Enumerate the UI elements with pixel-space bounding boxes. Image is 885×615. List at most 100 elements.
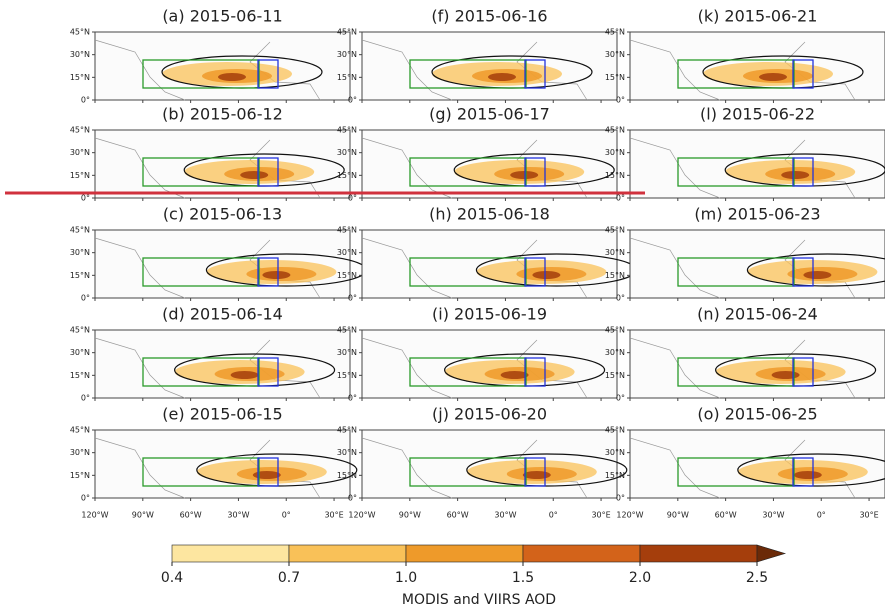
- colorbar-tick-label: 2.0: [629, 570, 651, 586]
- lat-tick-label: 0°: [616, 96, 625, 105]
- panel-title: (a) 2015-06-11: [162, 7, 282, 26]
- panel-title: (c) 2015-06-13: [163, 205, 282, 224]
- region-box-blue: [524, 357, 546, 387]
- lon-tick-label: 0°: [549, 511, 558, 520]
- dust-plume: [759, 73, 787, 81]
- region-box-green: [677, 157, 795, 187]
- lat-tick-label: 15°N: [605, 171, 625, 180]
- lat-tick-label: 15°N: [70, 371, 90, 380]
- coastline: [361, 437, 453, 499]
- lat-tick-label: 15°N: [70, 73, 90, 82]
- lon-tick-label: 30°E: [591, 511, 610, 520]
- region-box-green: [142, 357, 260, 387]
- coastline: [629, 237, 721, 299]
- lon-tick-label: 30°W: [227, 511, 249, 520]
- colorbar-tick-label: 0.7: [278, 570, 300, 586]
- dust-plume: [771, 371, 800, 379]
- region-box-blue: [792, 257, 814, 287]
- lon-tick-label: 30°E: [324, 511, 343, 520]
- lon-tick-label: 120°W: [616, 511, 643, 520]
- region-box-green: [409, 157, 527, 187]
- lon-tick-label: 60°W: [180, 511, 202, 520]
- colorbar-tick-label: 1.5: [512, 570, 534, 586]
- colorbar-segment: [405, 544, 524, 563]
- lat-tick-label: 45°N: [70, 226, 90, 235]
- colorbar-tick-label: 2.5: [746, 570, 768, 586]
- dust-plume: [522, 471, 551, 479]
- lat-tick-label: 15°N: [337, 471, 357, 480]
- coastline: [361, 39, 453, 101]
- lat-tick-label: 15°N: [70, 271, 90, 280]
- lat-tick-label: 0°: [348, 96, 357, 105]
- lat-tick-label: 15°N: [337, 73, 357, 82]
- region-box-blue: [792, 457, 814, 487]
- coastline: [361, 237, 453, 299]
- lat-tick-label: 45°N: [70, 426, 90, 435]
- region-box-blue: [257, 257, 279, 287]
- coastline: [94, 237, 186, 299]
- dust-plume: [532, 271, 561, 279]
- panel-title: (m) 2015-06-23: [694, 205, 820, 224]
- lat-tick-label: 15°N: [337, 271, 357, 280]
- region-box-blue: [524, 59, 546, 89]
- lat-tick-label: 0°: [616, 194, 625, 203]
- lat-tick-label: 30°N: [337, 248, 357, 257]
- lon-tick-label: 60°W: [447, 511, 469, 520]
- lat-tick-label: 45°N: [70, 126, 90, 135]
- lat-tick-label: 30°N: [605, 448, 625, 457]
- coastline: [629, 39, 721, 101]
- coastline: [94, 437, 186, 499]
- lon-tick-label: 60°W: [715, 511, 737, 520]
- lat-tick-label: 0°: [348, 194, 357, 203]
- region-box-green: [677, 357, 795, 387]
- lon-tick-label: 30°E: [859, 511, 878, 520]
- colorbar-extension: [756, 544, 787, 563]
- colorbar-tick-label: 0.4: [161, 570, 183, 586]
- lat-tick-label: 45°N: [337, 226, 357, 235]
- panel-title: (d) 2015-06-14: [162, 305, 283, 324]
- panel-title: (e) 2015-06-15: [162, 405, 282, 424]
- dust-plume: [262, 271, 291, 279]
- lat-tick-label: 45°N: [337, 426, 357, 435]
- region-box-blue: [257, 457, 279, 487]
- lon-tick-label: 30°W: [762, 511, 784, 520]
- panel-title: (h) 2015-06-18: [429, 205, 550, 224]
- lat-tick-label: 45°N: [70, 28, 90, 37]
- region-box-green: [142, 257, 260, 287]
- lon-tick-label: 120°W: [348, 511, 375, 520]
- coastline: [629, 337, 721, 399]
- panel-title: (f) 2015-06-16: [431, 7, 547, 26]
- lat-tick-label: 30°N: [70, 248, 90, 257]
- lat-tick-label: 15°N: [70, 171, 90, 180]
- region-box-green: [409, 59, 527, 89]
- lat-tick-label: 45°N: [605, 326, 625, 335]
- region-box-blue: [792, 157, 814, 187]
- lat-tick-label: 0°: [616, 394, 625, 403]
- region-box-green: [677, 457, 795, 487]
- dust-plume: [218, 73, 246, 81]
- lat-tick-label: 45°N: [337, 28, 357, 37]
- lat-tick-label: 0°: [81, 294, 90, 303]
- region-box-blue: [257, 157, 279, 187]
- lat-tick-label: 45°N: [605, 28, 625, 37]
- lat-tick-label: 15°N: [337, 171, 357, 180]
- panel-title: (i) 2015-06-19: [432, 305, 547, 324]
- lat-tick-label: 0°: [81, 194, 90, 203]
- region-box-blue: [524, 157, 546, 187]
- region-box-blue: [257, 59, 279, 89]
- dust-plume: [240, 171, 269, 179]
- coastline: [361, 337, 453, 399]
- dust-plume: [500, 371, 529, 379]
- lat-tick-label: 30°N: [337, 348, 357, 357]
- lat-tick-label: 15°N: [605, 471, 625, 480]
- lat-tick-label: 30°N: [337, 448, 357, 457]
- lon-tick-label: 90°W: [399, 511, 421, 520]
- dust-plume: [252, 471, 281, 479]
- lat-tick-label: 45°N: [605, 126, 625, 135]
- lat-tick-label: 45°N: [337, 126, 357, 135]
- lat-tick-label: 0°: [616, 294, 625, 303]
- lat-tick-label: 15°N: [605, 73, 625, 82]
- lat-tick-label: 30°N: [337, 50, 357, 59]
- lat-tick-label: 0°: [81, 96, 90, 105]
- panel-title: (b) 2015-06-12: [162, 105, 283, 124]
